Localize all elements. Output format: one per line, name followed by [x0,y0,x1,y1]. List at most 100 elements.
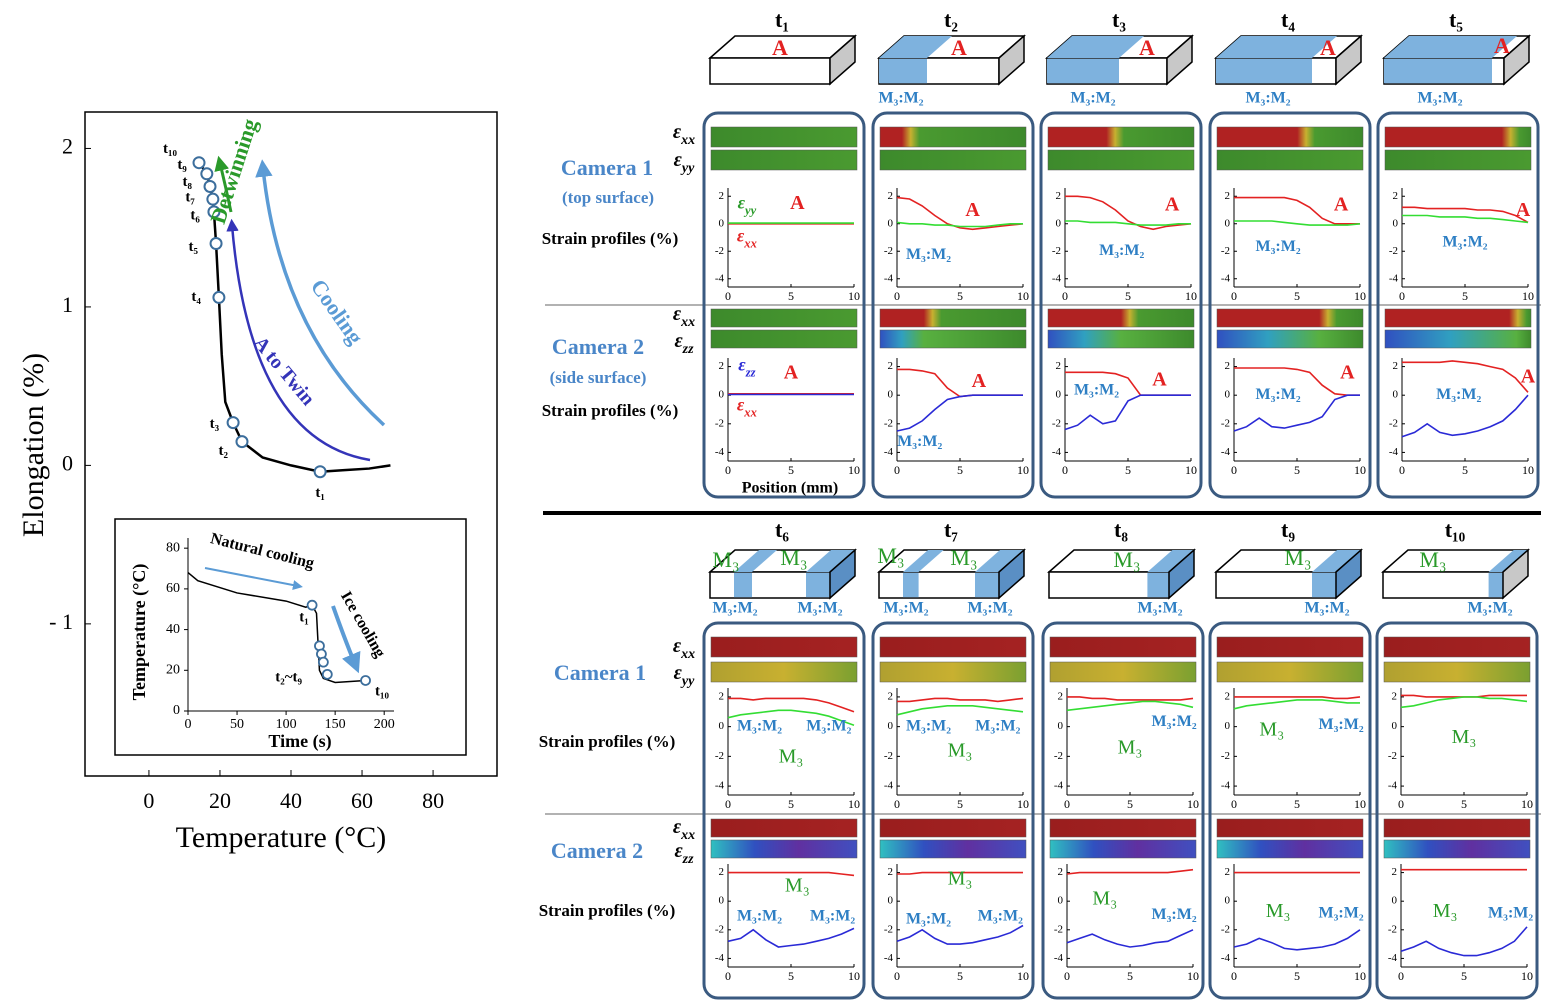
x-tick-label: 10 [1521,969,1533,983]
y-tick-label: -2 [884,923,893,935]
phase-label: M₃:M₂ [1467,600,1512,617]
y-tick-label: -4 [1054,952,1064,964]
x-tick-label: 0 [1398,969,1404,983]
block-side [1503,34,1530,86]
y-axis-label: Elongation (%) [17,353,50,537]
phase-label: M₃:M₂ [712,600,757,617]
strain-image [1384,329,1532,349]
y-tick-label: 0 [1392,895,1398,907]
strain-curve [896,196,1024,231]
y-tick-label: 0 [1058,895,1064,907]
x-tick-label: 10 [1354,289,1366,303]
panel-frame [1041,621,1205,1000]
strain-curve [1234,196,1360,225]
strain-curve [1065,220,1191,226]
y-tick-label: 0 [888,389,894,401]
y-tick-label: 0 [719,217,725,229]
y-tick-label: -4 [1054,780,1064,792]
x-tick-label: 0 [1062,289,1068,303]
phase-label: M₃:M₂ [967,600,1012,617]
y-tick-label: -2 [884,750,893,762]
y-tick-label: 0 [719,895,725,907]
y-tick-label: 2 [1393,190,1399,202]
x-tick-label: 5 [788,969,794,983]
x-tick-label: 10 [1017,797,1029,811]
y-tick-label: 0 [1393,389,1399,401]
block-front [1382,571,1504,599]
y-tick-label: -4 [1389,446,1399,458]
x-tick-label: 0 [725,289,731,303]
phase-band [903,572,919,598]
strain-image [1383,818,1531,838]
strain-image [1216,149,1364,171]
y-tick-label: 0 [1225,217,1231,229]
profile-label: A [1165,193,1180,215]
panel-frame [702,621,866,1000]
block-label: A [1494,33,1510,58]
phase-band [1216,58,1312,84]
strain-image [1216,818,1364,838]
x-tick-label: 150 [325,717,346,732]
y-tick-label: -4 [884,952,894,964]
x-tick-label: 10 [1522,289,1534,303]
y-tick-label: 60 [166,581,180,596]
row-label: Position (mm) [742,480,838,497]
point-label: t₄ [191,289,201,305]
y-tick-label: -2 [1221,923,1230,935]
strain-curve [1234,220,1361,226]
panel-frame [871,621,1035,1000]
strain-image [1384,308,1532,328]
x-tick-label: 10 [1187,969,1199,983]
strain-image [710,308,858,328]
phase-band [1312,572,1336,598]
y-tick-label: 0 [888,720,894,732]
y-tick-label: -2 [1389,245,1398,257]
time-label: t₉ [1281,517,1295,542]
profile-label: A [965,199,980,221]
panel-frame [702,111,866,499]
block-side [998,34,1025,86]
phase-label: M₃:M₂ [1070,90,1115,107]
x-tick-label: 5 [788,289,794,303]
profile-label: M₃:M₂ [978,908,1023,925]
x-tick-label: 5 [957,969,963,983]
strain-image [879,661,1027,683]
y-tick-label: -4 [1221,272,1231,284]
x-tick-label: 20 [209,788,231,813]
phase-band [1312,550,1361,572]
strain-image [1047,149,1195,171]
profile-label: M₃:M₂ [810,908,855,925]
row-label: Camera 1 [561,155,653,180]
strain-curve [728,697,855,713]
y-tick-label: -2 [1052,417,1061,429]
profile-label: M₃:M₂ [1319,905,1364,922]
profile-label: εxx [737,395,757,420]
time-point [200,167,214,181]
row-label: Strain profiles (%) [539,732,676,751]
y-tick-label: 2 [719,866,725,878]
arrow [331,605,361,674]
arrow [214,155,233,213]
time-label: t₁ [775,7,789,32]
strain-symbol: εxx [673,303,695,330]
phase-band [734,572,752,598]
profile-label: M₃:M₂ [906,246,951,263]
phase-label: M₃:M₂ [883,600,928,617]
block-side [1166,34,1193,86]
y-tick-label: 2 [1056,190,1062,202]
y-tick-label: 0 [719,720,725,732]
strain-image [710,839,858,859]
y-tick-label: 0 [62,450,73,475]
x-tick-label: 5 [957,797,963,811]
block-label: M₃ [877,543,904,568]
strain-symbol: εyy [674,662,695,689]
x-tick-label: 10 [1187,797,1199,811]
x-tick-label: 0 [185,717,192,732]
phase-label: M₃:M₂ [797,600,842,617]
time-label: t₃ [1112,7,1126,32]
y-tick-label: -4 [1221,952,1231,964]
panel-frame [871,111,1035,499]
y-tick-label: 0 [1056,217,1062,229]
y-tick-label: 0 [1225,895,1231,907]
